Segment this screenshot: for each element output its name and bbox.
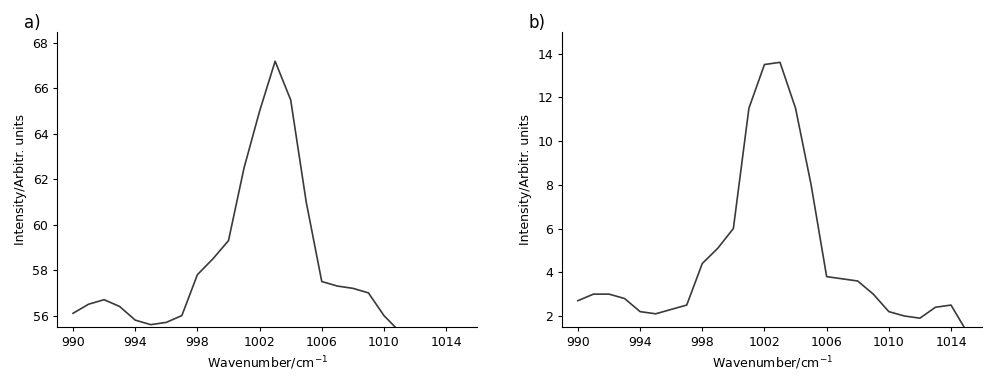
Text: a): a)	[24, 14, 41, 32]
Y-axis label: Intensity/Arbitr. units: Intensity/Arbitr. units	[14, 114, 27, 245]
Y-axis label: Intensity/Arbitr. units: Intensity/Arbitr. units	[519, 114, 532, 245]
X-axis label: Wavenumber/cm$^{-1}$: Wavenumber/cm$^{-1}$	[207, 354, 328, 372]
Text: b): b)	[529, 14, 546, 32]
X-axis label: Wavenumber/cm$^{-1}$: Wavenumber/cm$^{-1}$	[711, 354, 833, 372]
